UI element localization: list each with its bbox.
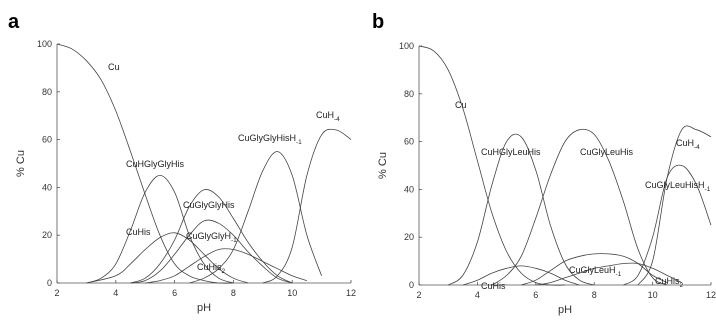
panel-b-series-cuhis: [462, 265, 580, 286]
panel-a-x-tick-label: 10: [287, 288, 297, 298]
panel-a-series-cuglyglyhish-1: [189, 151, 322, 284]
panel-a-y-tick-label: 80: [42, 87, 52, 97]
panel-a-series-cuh-4: [262, 128, 352, 284]
panel-a-series-cuglyglyhis: [130, 189, 293, 284]
panel-a-x-tick-label: 12: [346, 288, 356, 298]
panel-b-label-cuglyleuhis: CuGlyLeuHis: [580, 147, 634, 157]
panel-b-series-cuh-4: [637, 125, 712, 286]
panel-b-label-cuhis: CuHis: [481, 281, 506, 291]
panel-b-x-tick-label: 10: [648, 290, 658, 300]
panel-a-series-cu: [56, 43, 234, 284]
panel-a-y-axis-title: % Cu: [15, 150, 27, 177]
panel-letter-b: b: [372, 11, 384, 33]
panel-b-label-cu: Cu: [455, 100, 467, 110]
panel-b-x-tick-label: 12: [706, 290, 716, 300]
panel-a-x-axis-title: pH: [197, 302, 211, 314]
panel-b-y-tick-label: 40: [404, 184, 414, 194]
panel-b-label-cuglyleuh-1: CuGlyLeuH-1: [569, 265, 622, 278]
panel-a-label-cuglyglyh-1: CuGlyGlyH-1: [186, 231, 237, 244]
panel-b-series-cu: [418, 45, 566, 286]
panel-b-x-tick-label: 6: [533, 290, 538, 300]
panel-a-y-tick-label: 100: [37, 39, 52, 49]
panel-b-y-tick-label: 80: [404, 89, 414, 99]
panel-b-y-tick-label: 0: [409, 280, 414, 290]
panel-a-series-cuhis: [86, 232, 249, 284]
panel-a-x-tick-label: 6: [172, 288, 177, 298]
panel-b-y-tick-label: 60: [404, 137, 414, 147]
panel-a-y-tick-label: 20: [42, 230, 52, 240]
panel-a-y-tick-label: 60: [42, 135, 52, 145]
panel-a-y-tick-label: 0: [47, 278, 52, 288]
panel-b-x-tick-label: 4: [475, 290, 480, 300]
panel-b-label-cuglyleuhish-1: CuGlyLeuHisH-1: [645, 180, 711, 193]
panel-b-y-tick-label: 100: [399, 41, 414, 51]
panel-b-x-axis-title: pH: [558, 304, 572, 316]
panel-b-label-cuhglyleuhis: CuHGlyLeuHis: [481, 147, 541, 157]
panel-a-label-cuhis2: CuHis2: [197, 262, 226, 275]
panel-a-label-cuglyglyhish-1: CuGlyGlyHisH-1: [238, 133, 302, 146]
panel-a-label-cu: Cu: [108, 62, 120, 72]
panel-letter-a: a: [8, 11, 20, 33]
panel-b-series-cuhglyleuhis: [447, 133, 595, 286]
panel-a-y-tick-label: 40: [42, 182, 52, 192]
panel-b-series-cuhis2: [535, 262, 682, 286]
panel-b-y-tick-label: 20: [404, 232, 414, 242]
panel-a-label-cuh-4: CuH-4: [316, 110, 340, 123]
panel-b-x-tick-label: 8: [592, 290, 597, 300]
panel-a-x-tick-label: 8: [231, 288, 236, 298]
panel-a-series-cuhis2: [145, 248, 308, 284]
panel-a-series-cuglyglyh-1: [130, 219, 293, 284]
panel-b-x-tick-label: 2: [416, 290, 421, 300]
panel-a-label-cuglyglyhis: CuGlyGlyHis: [183, 200, 235, 210]
panel-a-series-cuhglyglyhis: [86, 174, 234, 284]
panel-b-label-cuh-4: CuH-4: [676, 138, 700, 151]
panel-a-x-tick-label: 2: [54, 288, 59, 298]
panel-b-series-cuglyleuhis: [491, 128, 668, 286]
panel-a-label-cuhis: CuHis: [126, 227, 151, 237]
panel-b-y-axis-title: % Cu: [377, 152, 389, 179]
panel-a-x-tick-label: 4: [113, 288, 118, 298]
panel-a-label-cuhglyglyhis: CuHGlyGlyHis: [126, 159, 185, 169]
panel-b-label-cuhis2: CuHis2: [655, 276, 684, 289]
